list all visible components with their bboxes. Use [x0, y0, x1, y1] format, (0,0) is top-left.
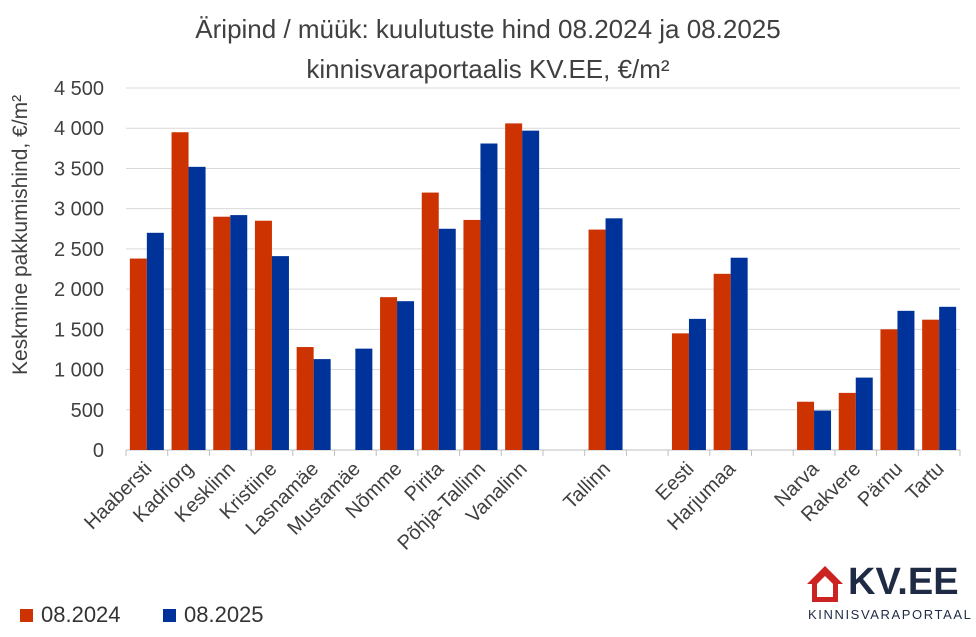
- bar-2024: [380, 297, 398, 450]
- bar-2025: [313, 359, 331, 450]
- legend-label-2024: 08.2024: [41, 602, 121, 627]
- bar-2025: [522, 130, 540, 450]
- x-category-label: Pärnu: [854, 458, 907, 511]
- bar-2025: [271, 256, 289, 450]
- bar-2024: [588, 229, 606, 450]
- bar-2024: [129, 258, 147, 450]
- bar-2025: [438, 228, 456, 450]
- logo-brand-text: KV.EE: [848, 561, 959, 603]
- x-category-label: Tartu: [902, 458, 949, 505]
- chart-title-line-2: kinnisvaraportaalis KV.EE, €/m²: [306, 54, 670, 84]
- y-tick-label: 0: [93, 440, 104, 462]
- y-tick-label: 1 500: [54, 319, 104, 341]
- bar-chart: 0 500 1 000 1 500 2 000 2 500 3 000 3 500 4 000 4…: [9, 78, 961, 555]
- bar-2025: [480, 143, 498, 451]
- bar-2024: [463, 219, 481, 450]
- y-axis-title: Keskmine pakkumishind, €/m²: [9, 95, 32, 375]
- bar-2025: [146, 232, 164, 450]
- x-category-label: Tallinn: [559, 458, 615, 514]
- bar-2024: [421, 192, 439, 451]
- y-tick-label: 3 000: [54, 199, 104, 221]
- bar-2024: [671, 333, 689, 450]
- y-tick-label: 3 500: [54, 158, 104, 180]
- bar-2025: [730, 257, 748, 450]
- bar-2025: [814, 410, 832, 450]
- y-tick-label: 4 500: [54, 78, 104, 100]
- chart-title-line-1: Äripind / müük: kuulutuste hind 08.2024 …: [195, 14, 781, 44]
- y-tick-label: 2 000: [54, 279, 104, 301]
- bar-2024: [254, 220, 272, 450]
- bar-2025: [897, 310, 915, 450]
- bar-2025: [688, 318, 706, 450]
- bar-2024: [213, 216, 231, 450]
- bar-2024: [713, 273, 731, 450]
- y-tick-label: 500: [71, 400, 104, 422]
- y-tick-label: 4 000: [54, 118, 104, 140]
- bar-2024: [797, 401, 815, 450]
- bar-2025: [605, 218, 623, 450]
- bar-2025: [855, 377, 873, 450]
- legend-item-2025: 08.2025: [163, 602, 264, 628]
- legend-swatch-2025: [163, 608, 176, 622]
- bar-2025: [355, 348, 373, 450]
- y-tick-label: 2 500: [54, 239, 104, 261]
- bar-2024: [171, 132, 189, 450]
- house-icon: [807, 566, 843, 602]
- bar-2025: [939, 306, 957, 450]
- bar-2025: [397, 301, 415, 450]
- bar-2025: [230, 215, 248, 450]
- logo-tagline: KINNISVARAPORTAAL: [808, 607, 973, 622]
- bar-2024: [838, 392, 856, 450]
- bar-2024: [505, 123, 523, 450]
- kvee-logo: KV.EE KINNISVARAPORTAAL: [805, 561, 973, 633]
- bar-2025: [188, 166, 206, 450]
- legend-item-2024: 08.2024: [20, 602, 121, 628]
- bar-2024: [922, 319, 940, 450]
- bar-2024: [296, 347, 314, 450]
- y-tick-label: 1 000: [54, 360, 104, 382]
- legend-swatch-2024: [20, 608, 33, 622]
- legend-label-2025: 08.2025: [184, 602, 264, 627]
- bar-2024: [880, 329, 898, 450]
